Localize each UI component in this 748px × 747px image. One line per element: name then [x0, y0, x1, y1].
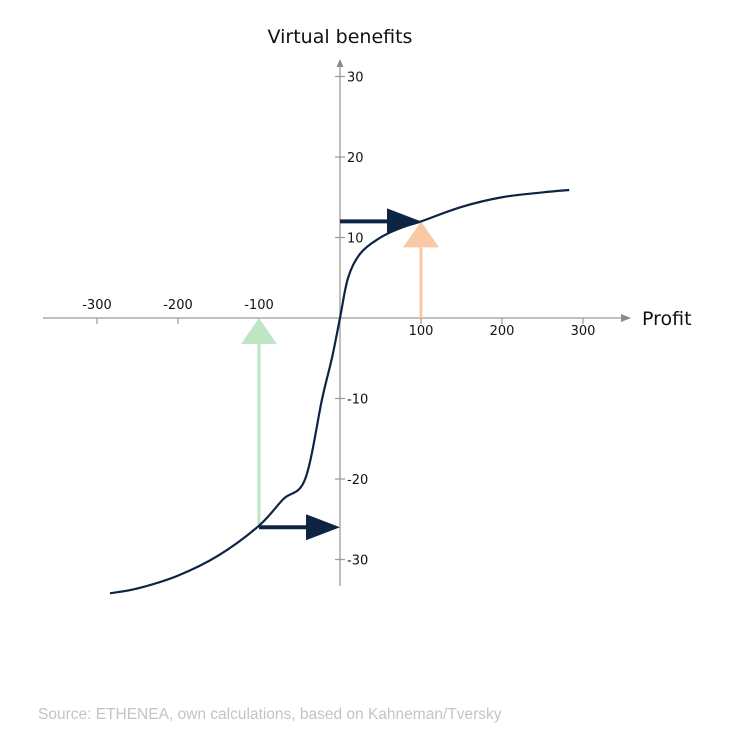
y-tick-label: -10 [347, 393, 368, 408]
x-axis-title: Profit [642, 308, 692, 330]
x-tick-label: 100 [409, 324, 434, 339]
y-tick-label: 20 [347, 151, 364, 166]
x-tick-label: -200 [163, 298, 193, 313]
axes [43, 59, 631, 586]
annotations [241, 208, 439, 541]
y-tick-label: -20 [347, 473, 368, 488]
gain-vertical-arrow-head [403, 221, 439, 248]
gain-horizontal-arrow-head [387, 208, 421, 235]
x-tick-label: -300 [82, 298, 112, 313]
y-axis-arrowhead [336, 59, 344, 67]
y-axis-title: Virtual benefits [268, 26, 413, 48]
value-function-curve [109, 188, 570, 595]
x-tick-label: 300 [571, 324, 596, 339]
x-axis-arrowhead [621, 314, 631, 322]
y-tick-label: 10 [347, 232, 364, 247]
x-tick-label: -100 [244, 298, 274, 313]
x-tick-label: 200 [490, 324, 515, 339]
y-tick-label: 30 [347, 71, 364, 86]
loss-vertical-arrow-head [241, 318, 277, 344]
source-note: Source: ETHENEA, own calculations, based… [38, 706, 502, 723]
loss-horizontal-arrow-head [306, 514, 340, 541]
y-tick-label: -30 [347, 554, 368, 569]
ticks: -300 -200 -100 100 200 300 30 20 10 -10 -20 -30 [82, 71, 595, 569]
